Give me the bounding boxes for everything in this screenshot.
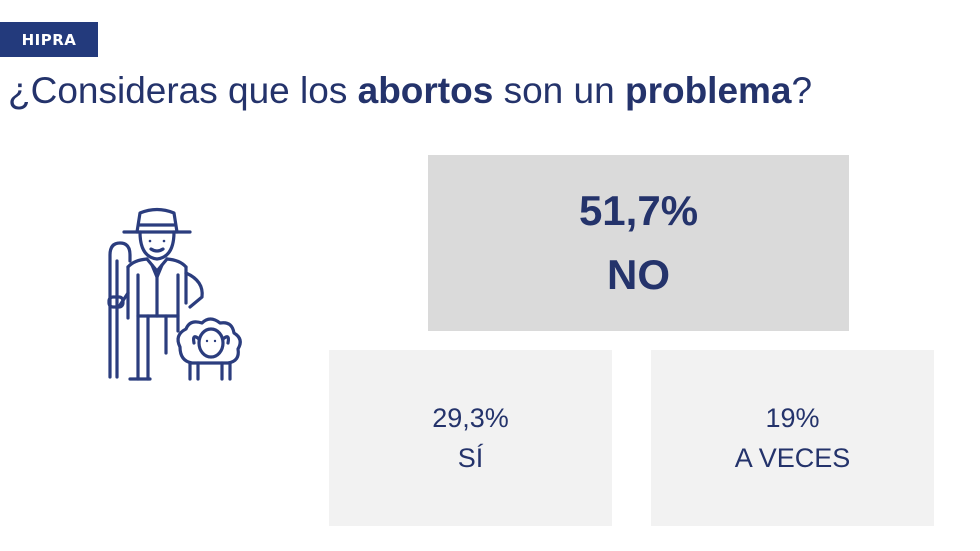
result-a-veces-percent: 19% <box>765 403 820 433</box>
title-part-2: son un <box>493 70 625 111</box>
result-a-veces-label: A VECES <box>734 443 851 473</box>
hipra-logo: HIPRA <box>0 22 98 57</box>
title-bold-2: problema <box>624 70 792 111</box>
result-si-percent: 29,3% <box>432 403 509 433</box>
result-no-card: 51,7% NO <box>428 155 849 331</box>
result-a-veces-card: 19% A VECES <box>651 350 934 526</box>
page-title: ¿Consideras que los abortos son un probl… <box>8 70 812 112</box>
farmer-with-sheep-icon <box>107 207 242 381</box>
result-no-label: NO <box>607 251 670 298</box>
result-si-card: 29,3% SÍ <box>329 350 612 526</box>
result-no-percent: 51,7% <box>578 187 699 234</box>
title-part-1: ¿Consideras que los <box>8 70 358 111</box>
title-part-3: ? <box>791 70 813 111</box>
result-si-label: SÍ <box>457 443 484 473</box>
title-bold-1: abortos <box>357 70 494 111</box>
